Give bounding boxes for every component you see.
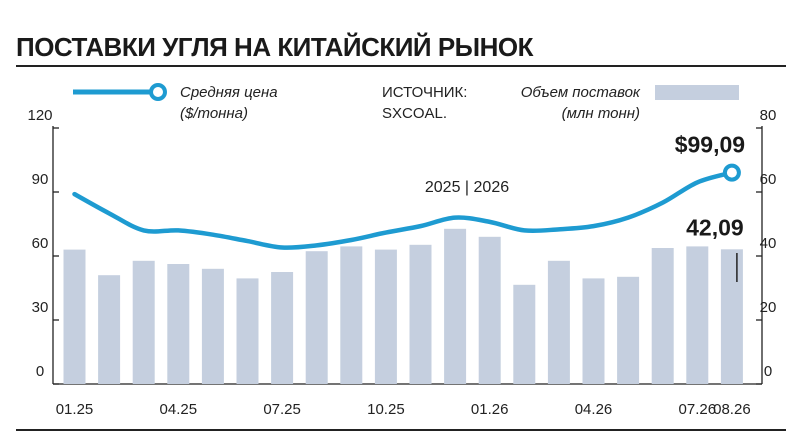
- volume-bar: [444, 228, 467, 384]
- volume-bars: [63, 228, 743, 384]
- left-axis-tick-label: 90: [32, 171, 49, 188]
- x-axis-tick-label: 01.25: [56, 401, 94, 418]
- legend-price-marker-icon: [149, 83, 167, 101]
- x-axis-tick-label: 04.26: [575, 401, 613, 418]
- volume-bar: [236, 278, 259, 384]
- x-axis-tick-label: 07.25: [263, 401, 301, 418]
- volume-bar: [478, 236, 501, 384]
- right-axis-tick-label: 40: [760, 235, 777, 252]
- volume-bar: [374, 249, 397, 384]
- volume-bar: [132, 260, 155, 384]
- year-divider-label: 2025 | 2026: [425, 179, 509, 196]
- volume-bar: [167, 264, 190, 384]
- price-line: [72, 170, 735, 250]
- volume-bar: [98, 275, 121, 384]
- right-axis-tick-label: 20: [760, 299, 777, 316]
- x-axis-tick-label: 08.26: [713, 401, 751, 418]
- volume-bar: [340, 246, 363, 384]
- legend-price-unit: ($/тонна): [180, 105, 248, 122]
- volume-bar: [582, 278, 605, 384]
- right-axis-tick-label: 0: [764, 363, 772, 380]
- volume-bar: [513, 284, 536, 384]
- x-axis-tick-label: 07.26: [679, 401, 717, 418]
- volume-bar: [617, 276, 640, 384]
- chart-title: ПОСТАВКИ УГЛЯ НА КИТАЙСКИЙ РЫНОК: [16, 32, 534, 62]
- volume-bar: [651, 248, 674, 384]
- legend-volume-label: Объем поставок: [521, 84, 641, 101]
- left-axis-tick-label: 60: [32, 235, 49, 252]
- x-axis-tick-label: 04.25: [160, 401, 198, 418]
- x-axis-tick-label: 01.26: [471, 401, 509, 418]
- legend-price-label: Средняя цена: [180, 84, 278, 101]
- legend-volume-swatch-icon: [655, 85, 739, 100]
- volume-bar: [720, 249, 743, 384]
- legend-volume-unit: (млн тонн): [562, 105, 640, 122]
- price-end-marker: [722, 163, 741, 182]
- volume-bar: [201, 268, 224, 384]
- volume-bar: [409, 244, 432, 384]
- volume-bar: [63, 249, 86, 384]
- right-axis-tick-label: 60: [760, 171, 777, 188]
- volume-bar: [305, 251, 328, 384]
- right-axis-tick-label: 80: [760, 107, 777, 124]
- volume-callout: 42,09: [686, 214, 744, 240]
- left-axis-tick-label: 0: [36, 363, 44, 380]
- source-label: ИСТОЧНИК:: [382, 84, 467, 101]
- left-axis-tick-label: 30: [32, 299, 49, 316]
- volume-bar: [686, 246, 709, 384]
- volume-bar: [547, 260, 570, 384]
- volume-bar: [271, 272, 294, 384]
- x-axis-tick-label: 10.25: [367, 401, 405, 418]
- price-callout: $99,09: [675, 132, 745, 158]
- left-axis-tick-label: 120: [27, 107, 52, 124]
- source-name: SXCOAL.: [382, 105, 447, 122]
- price-line-group: [72, 163, 741, 250]
